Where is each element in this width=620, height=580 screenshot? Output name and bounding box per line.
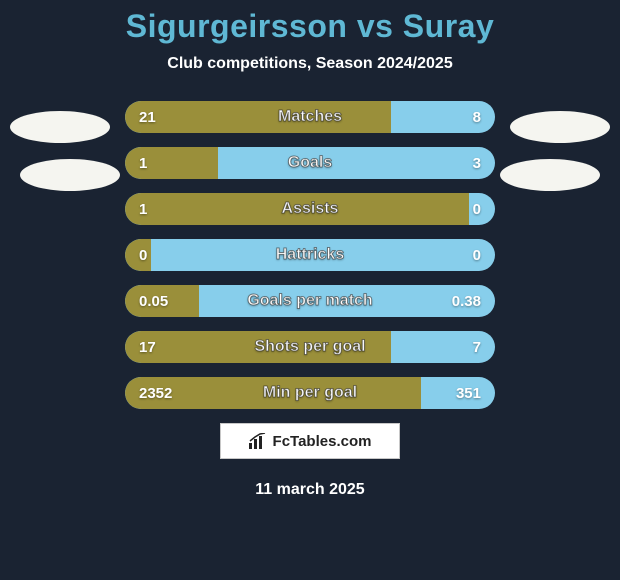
stat-row: 1Assists0	[125, 193, 495, 225]
date-label: 11 march 2025	[0, 481, 620, 499]
player-badge-right-1	[510, 111, 610, 143]
stats-area: 21Matches81Goals31Assists00Hattricks00.0…	[0, 101, 620, 409]
stat-label: Goals	[125, 147, 495, 179]
stat-right-value: 0	[473, 193, 481, 225]
stat-label: Hattricks	[125, 239, 495, 271]
stat-row: 1Goals3	[125, 147, 495, 179]
stat-row: 0.05Goals per match0.38	[125, 285, 495, 317]
stat-label: Matches	[125, 101, 495, 133]
page-subtitle: Club competitions, Season 2024/2025	[0, 55, 620, 73]
chart-icon	[249, 433, 267, 449]
stat-row: 0Hattricks0	[125, 239, 495, 271]
stat-row: 2352Min per goal351	[125, 377, 495, 409]
player-badge-right-2	[500, 159, 600, 191]
stat-right-value: 351	[456, 377, 481, 409]
stat-right-value: 8	[473, 101, 481, 133]
infographic-root: Sigurgeirsson vs Suray Club competitions…	[0, 0, 620, 580]
stat-label: Goals per match	[125, 285, 495, 317]
brand-text: FcTables.com	[273, 433, 372, 450]
stat-row: 17Shots per goal7	[125, 331, 495, 363]
brand-badge[interactable]: FcTables.com	[220, 423, 400, 459]
stat-right-value: 0.38	[452, 285, 481, 317]
stat-right-value: 3	[473, 147, 481, 179]
stat-right-value: 7	[473, 331, 481, 363]
stat-label: Assists	[125, 193, 495, 225]
stat-row: 21Matches8	[125, 101, 495, 133]
player-badge-left-2	[20, 159, 120, 191]
stat-label: Min per goal	[125, 377, 495, 409]
stat-right-value: 0	[473, 239, 481, 271]
stat-rows: 21Matches81Goals31Assists00Hattricks00.0…	[125, 101, 495, 409]
page-title: Sigurgeirsson vs Suray	[0, 8, 620, 45]
stat-label: Shots per goal	[125, 331, 495, 363]
player-badge-left-1	[10, 111, 110, 143]
